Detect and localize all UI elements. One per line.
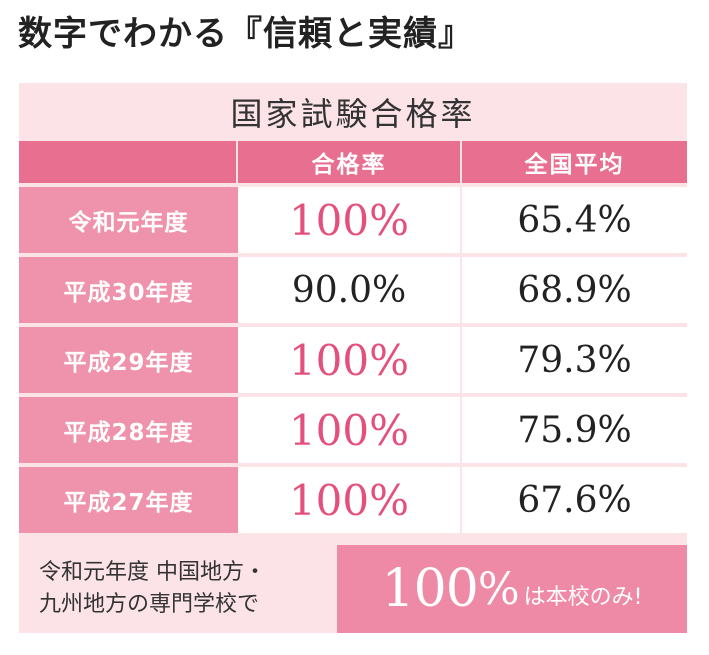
- footer-caption-line-2: 九州地方の専門学校で: [39, 592, 260, 617]
- national-average-value: 68.9%: [462, 257, 687, 323]
- footer-percent: %: [477, 563, 520, 615]
- row-year-label: 令和元年度: [19, 187, 238, 253]
- pass-rate-table: 合格率 全国平均 令和元年度 100% 65.4% 平成30年度 90.0% 6…: [19, 141, 687, 533]
- row-year-label: 平成27年度: [19, 467, 238, 533]
- footer-highlight: 100 % は本校のみ!: [337, 545, 687, 633]
- footer-caption: 令和元年度 中国地方・ 九州地方の専門学校で: [19, 545, 334, 633]
- pass-rate-value: 100%: [238, 327, 462, 393]
- footer-suffix: は本校のみ!: [523, 585, 643, 610]
- footer-big-number: 100: [381, 559, 479, 619]
- pass-rate-value: 100%: [238, 397, 462, 463]
- column-header-pass-rate: 合格率: [238, 141, 462, 183]
- results-panel: 国家試験合格率 合格率 全国平均 令和元年度 100% 65.4% 平成30年度…: [19, 83, 687, 633]
- row-year-label: 平成30年度: [19, 257, 238, 323]
- national-average-value: 79.3%: [462, 327, 687, 393]
- page-heading: 数字でわかる『信頼と実績』: [18, 14, 473, 54]
- column-header-empty: [19, 141, 238, 183]
- column-header-national-average: 全国平均: [462, 141, 687, 183]
- pass-rate-value: 90.0%: [238, 257, 462, 323]
- footer-caption-line-1: 令和元年度 中国地方・: [39, 560, 266, 585]
- row-year-label: 平成28年度: [19, 397, 238, 463]
- national-average-value: 65.4%: [462, 187, 687, 253]
- table-title: 国家試験合格率: [230, 95, 476, 133]
- pass-rate-value: 100%: [238, 467, 462, 533]
- pass-rate-value: 100%: [238, 187, 462, 253]
- national-average-value: 75.9%: [462, 397, 687, 463]
- national-average-value: 67.6%: [462, 467, 687, 533]
- row-year-label: 平成29年度: [19, 327, 238, 393]
